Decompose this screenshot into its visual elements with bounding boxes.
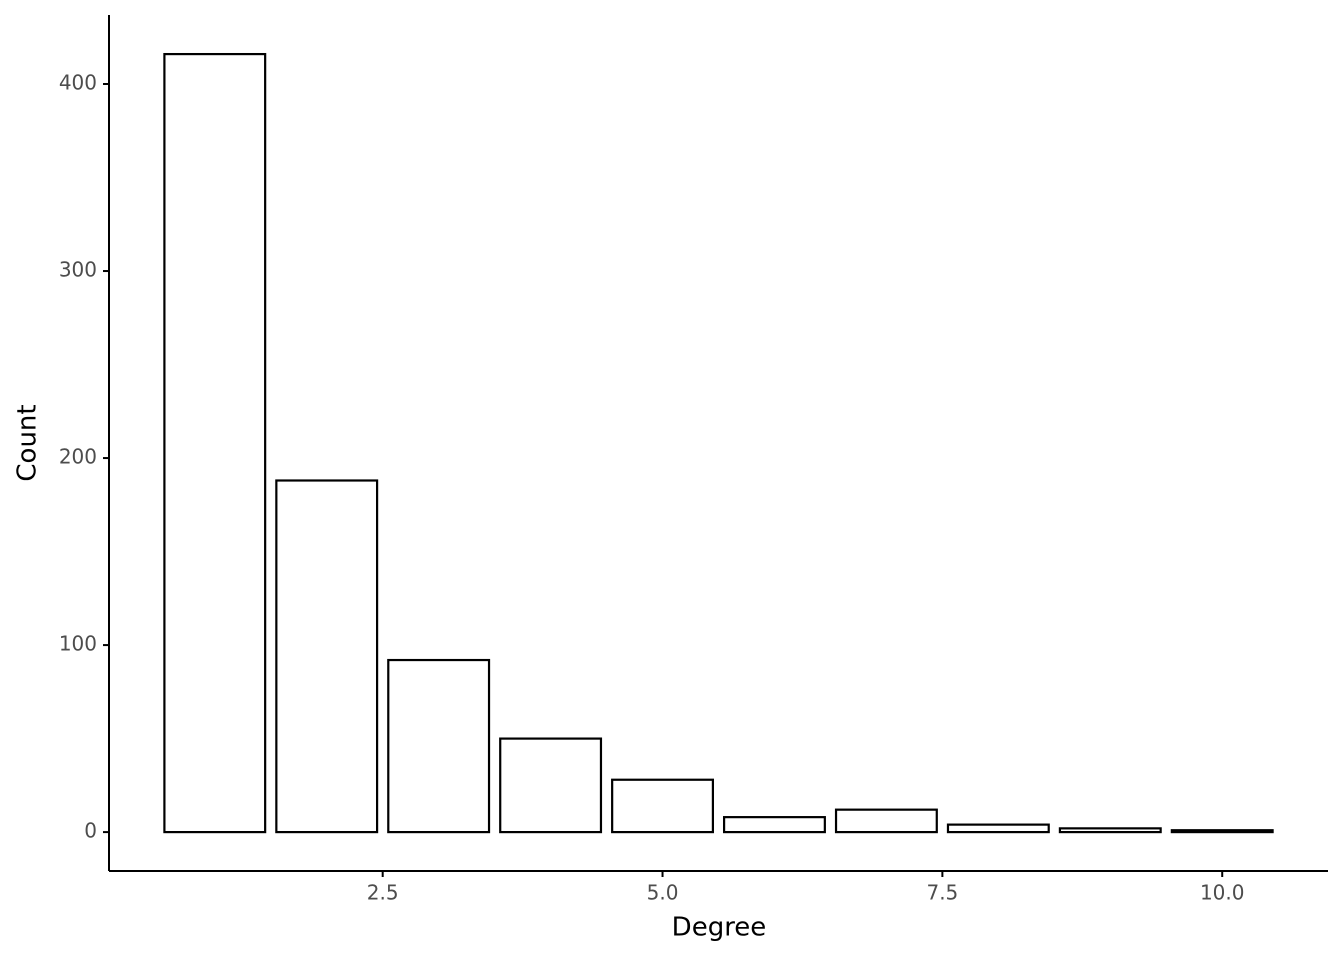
y-tick-label: 400: [59, 71, 97, 95]
bar: [1170, 829, 1274, 834]
bar: [946, 823, 1050, 834]
bar: [1058, 827, 1162, 834]
bar: [499, 737, 603, 834]
bar: [275, 479, 379, 834]
bar: [611, 778, 715, 834]
bar: [722, 816, 826, 834]
y-tick-label: 200: [59, 445, 97, 469]
bar: [834, 808, 938, 834]
y-tick-label: 0: [84, 819, 97, 843]
bar: [163, 52, 267, 834]
x-tick-label: 5.0: [647, 881, 679, 905]
y-axis-title: Count: [13, 404, 43, 481]
y-tick-label: 100: [59, 632, 97, 656]
x-tick-label: 7.5: [926, 881, 958, 905]
y-tick-label: 300: [59, 258, 97, 282]
x-axis-title: Degree: [672, 913, 767, 943]
x-tick-label: 10.0: [1200, 881, 1245, 905]
x-tick-label: 2.5: [367, 881, 399, 905]
bar: [387, 658, 491, 834]
